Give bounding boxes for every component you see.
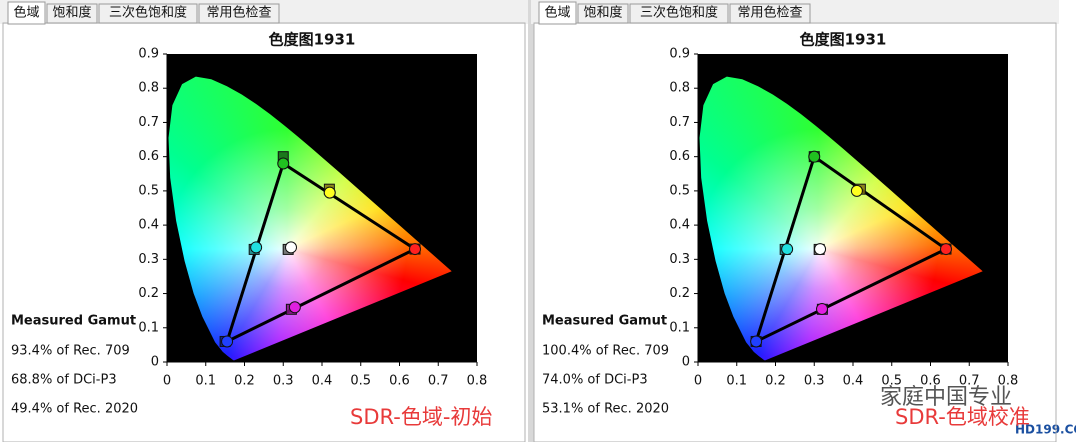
y-tick-label: 0.6 [138,149,159,164]
y-tick-label: 0 [682,355,690,370]
chart-title: 色度图1931 [269,31,356,49]
measured-marker [816,302,828,315]
tab-label[interactable]: 饱和度 [52,5,91,21]
x-tick-label: 0.4 [843,374,864,389]
y-tick-label: 0.4 [669,218,690,233]
tab-label[interactable]: 饱和度 [583,5,622,21]
y-tick-label: 0.2 [138,286,159,301]
caption: SDR-色域校准 [895,405,1030,429]
x-tick-label: 0.5 [350,374,371,389]
x-tick-label: 0.3 [273,374,294,389]
y-tick-label: 0.4 [138,218,159,233]
measured-marker [285,241,297,254]
watermark-site: HD199.COM [1015,423,1076,437]
plot-area [167,54,477,362]
measured-marker [814,243,827,256]
measured-marker [750,335,763,348]
x-tick-label: 0.2 [234,374,255,389]
gamut-line: 68.8% of DCi-P3 [11,373,117,388]
y-tick-label: 0.3 [669,252,690,267]
tab-label[interactable]: 三次色饱和度 [109,5,187,21]
gamut-title: Measured Gamut [11,314,136,329]
tab [729,3,811,24]
y-tick-label: 0.7 [138,115,159,130]
plot-area [698,54,1008,362]
measured-marker [850,184,863,197]
tab-label[interactable]: 常用色检查 [737,5,802,21]
measured-marker [288,301,301,314]
tab-label[interactable]: 色域 [13,5,39,21]
tab [198,3,280,24]
x-tick-label: 0.2 [765,374,786,389]
x-tick-label: 0.1 [195,374,216,389]
y-tick-label: 0.6 [669,149,690,164]
y-tick-label: 0.1 [138,320,159,335]
tab [538,1,577,25]
y-tick-label: 0 [151,355,159,370]
y-tick-label: 0.9 [669,47,690,62]
x-tick-label: 0.6 [920,374,941,389]
x-tick-label: 0.4 [312,374,333,389]
x-tick-label: 0.8 [467,374,488,389]
tab-label[interactable]: 常用色检查 [206,5,271,21]
tab [577,3,629,24]
measured-marker [221,335,234,348]
x-tick-label: 0 [163,374,171,389]
watermark: 家庭中国专业 [880,385,1012,410]
y-tick-label: 0.8 [138,81,159,96]
measured-marker [323,186,336,199]
tab [7,1,46,25]
y-tick-label: 0.9 [138,47,159,62]
measured-marker [781,243,794,256]
x-tick-label: 0.3 [804,374,825,389]
gamut-line: 53.1% of Rec. 2020 [542,402,669,417]
y-tick-label: 0.5 [138,183,159,198]
tab-label[interactable]: 色域 [544,5,570,21]
gamut-title: Measured Gamut [542,314,667,329]
x-tick-label: 0.8 [998,374,1019,389]
y-tick-label: 0.8 [669,81,690,96]
y-tick-label: 0.3 [138,252,159,267]
x-tick-label: 0.5 [881,374,902,389]
x-tick-label: 0.7 [959,374,980,389]
gamut-line: 100.4% of Rec. 709 [542,344,669,359]
y-tick-label: 0.7 [669,115,690,130]
divider [528,0,534,442]
chart-title: 色度图1931 [800,31,887,49]
measured-marker [409,243,421,256]
tab [98,3,198,24]
x-tick-label: 0.1 [726,374,747,389]
gamut-line: 49.4% of Rec. 2020 [11,402,138,417]
x-tick-label: 0 [694,374,702,389]
x-tick-label: 0.6 [389,374,410,389]
y-tick-label: 0.1 [669,320,690,335]
y-tick-label: 0.5 [669,183,690,198]
gamut-line: 93.4% of Rec. 709 [11,344,130,359]
measured-marker [940,243,952,256]
measured-marker [277,157,290,170]
measured-marker [808,150,821,163]
gamut-line: 74.0% of DCi-P3 [542,373,648,388]
y-tick-label: 0.2 [669,286,690,301]
tab [629,3,729,24]
caption: SDR-色域-初始 [350,405,492,429]
x-tick-label: 0.7 [428,374,449,389]
tab-label[interactable]: 三次色饱和度 [640,5,718,21]
measured-marker [250,241,263,254]
tab [46,3,98,24]
